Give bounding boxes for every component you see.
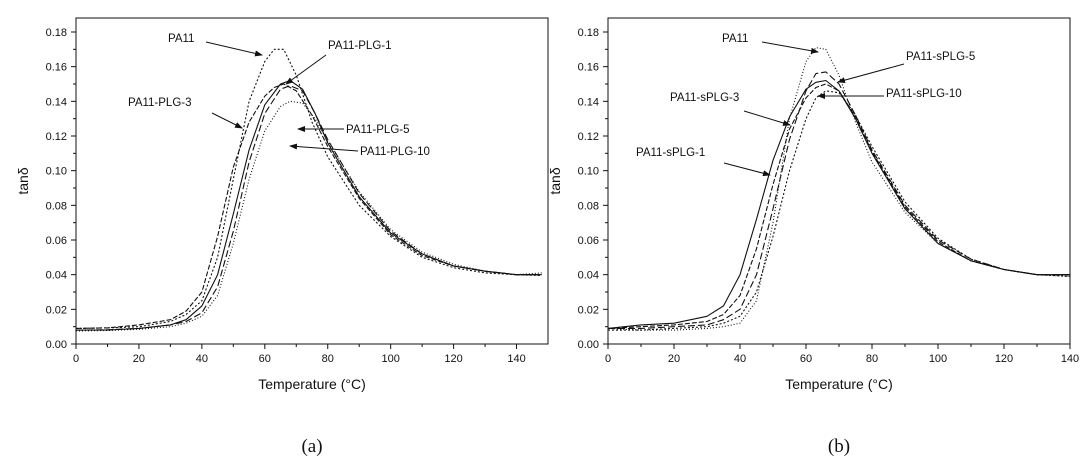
annotation-arrow-pa11-splg-1	[723, 162, 771, 177]
panel-b-chart: 0 20 40 60 80 100 120 140 0.00 0.02 0.04 0.06 0.08 0.…	[547, 17, 1079, 457]
x-tick-label: 20	[133, 353, 145, 365]
annotation-label-pa11-splg-3: PA11-sPLG-3	[670, 92, 739, 104]
annotation-arrow-pa11-plg-3	[211, 112, 243, 129]
y-axis-title: tanδ	[547, 167, 563, 194]
x-tick-label: 140	[1061, 353, 1079, 365]
x-tick-label: 0	[73, 353, 79, 365]
x-axis-title: Temperature (°C)	[258, 376, 366, 392]
x-tick-label: 0	[605, 353, 611, 365]
y-tick-label: 0.12	[46, 131, 67, 143]
y-tick-label: 0.06	[46, 235, 67, 247]
panel-label: (b)	[828, 436, 850, 457]
annotation-arrow-pa11-plg-1	[285, 54, 327, 85]
series-line-pa11	[607, 47, 1071, 331]
y-tick-label: 0.08	[46, 200, 67, 212]
x-axis-title: Temperature (°C)	[785, 376, 893, 392]
y-tick-label: 0.16	[46, 62, 67, 74]
x-tick-label: 100	[929, 353, 947, 365]
series-line-pa11-splg-3	[607, 83, 1070, 329]
annotation-label-pa11: PA11	[168, 33, 194, 45]
y-tick-label: 0.06	[578, 235, 599, 247]
y-tick-label: 0.18	[46, 27, 67, 39]
annotation-label-pa11-plg-5: PA11-PLG-5	[346, 124, 410, 136]
annotation-label-pa11-plg-1: PA11-PLG-1	[328, 40, 392, 52]
y-tick-label: 0.14	[578, 96, 599, 108]
y-tick-label: 0.16	[578, 62, 599, 74]
y-tick-label: 0.18	[578, 27, 599, 39]
x-tick-label: 20	[668, 353, 680, 365]
x-tick-label: 100	[381, 353, 399, 365]
y-tick-label: 0.08	[578, 200, 599, 212]
annotation-arrow-pa11	[205, 41, 263, 57]
annotation-arrow-pa11-splg-5	[837, 63, 905, 84]
annotation-label-pa11-splg-1: PA11-sPLG-1	[636, 147, 705, 159]
x-tick-label: 40	[196, 353, 208, 365]
x-tick-label: 80	[866, 353, 878, 365]
series-line-pa11-plg-5	[75, 85, 542, 331]
y-tick-label: 0.00	[578, 339, 599, 351]
series-line-pa11-plg-3	[75, 83, 542, 329]
series-line-pa11	[75, 48, 542, 329]
annotation-label-pa11-plg-3: PA11-PLG-3	[128, 97, 192, 109]
annotation-label-pa11-splg-10: PA11-sPLG-10	[886, 88, 962, 100]
series-line-pa11-splg-5	[608, 71, 1070, 329]
x-tick-label: 60	[800, 353, 812, 365]
y-axis-title: tanδ	[15, 167, 31, 194]
x-tick-label: 120	[995, 353, 1013, 365]
panel-label: (a)	[301, 436, 322, 457]
series-line-pa11-plg-10	[75, 100, 542, 332]
annotation-label-pa11-splg-5: PA11-sPLG-5	[906, 51, 975, 63]
panel-a-chart: 0 20 40 60 80 100 120 140 0.00 0.02 0.04 0.06 0.08 0.…	[15, 17, 549, 457]
plot-frame	[75, 17, 549, 345]
annotation-label-pa11-plg-10: PA11-PLG-10	[360, 146, 430, 158]
y-tick-label: 0.02	[46, 304, 67, 316]
series-line-pa11-plg-1	[76, 79, 542, 331]
annotation-arrow-pa11-splg-3	[743, 110, 791, 126]
x-tick-label: 120	[444, 353, 462, 365]
y-tick-label: 0.04	[578, 270, 599, 282]
x-tick-label: 80	[322, 353, 334, 365]
y-tick-label: 0.10	[578, 166, 599, 178]
y-tick-label: 0.00	[46, 339, 67, 351]
annotation-arrow-pa11-plg-10	[289, 143, 359, 152]
x-tick-label: 40	[734, 353, 746, 365]
x-tick-label: 140	[507, 353, 525, 365]
y-tick-label: 0.04	[46, 270, 67, 282]
x-tick-label: 60	[259, 353, 271, 365]
y-tick-label: 0.10	[46, 166, 67, 178]
y-tick-label: 0.12	[578, 131, 599, 143]
annotation-arrow-pa11	[761, 41, 819, 54]
y-tick-label: 0.02	[578, 304, 599, 316]
y-tick-label: 0.14	[46, 96, 67, 108]
plot-frame	[607, 17, 1071, 345]
series-line-pa11-splg-1	[607, 79, 1070, 329]
series-line-pa11-splg-10	[608, 90, 1071, 331]
annotation-label-pa11: PA11	[722, 33, 748, 45]
